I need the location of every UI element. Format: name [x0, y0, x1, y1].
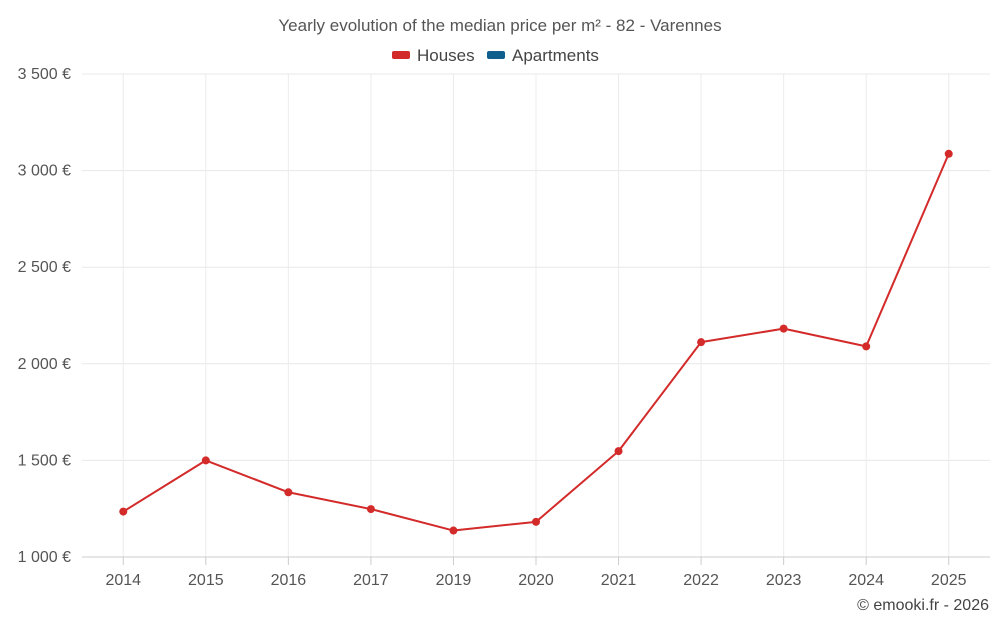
x-tick-label: 2016 [271, 572, 307, 589]
data-point-houses-2017[interactable] [366, 505, 375, 514]
x-tick-label: 2024 [848, 572, 884, 589]
x-tick-label: 2019 [436, 572, 472, 589]
credit: © emooki.fr - 2026 [857, 597, 989, 614]
data-point-houses-2019[interactable] [449, 526, 458, 535]
data-point-houses-2025[interactable] [944, 149, 953, 158]
x-tick-label: 2020 [518, 572, 554, 589]
data-point-houses-2024[interactable] [862, 342, 871, 351]
data-point-houses-2014[interactable] [119, 507, 128, 516]
x-axis: 2014 2015 2016 2017 2019 2020 2021 2022 2023 2024… [82, 556, 990, 589]
legend-label-apartments: Apartments [512, 46, 599, 65]
x-tick-label: 2021 [601, 572, 637, 589]
series-layer [119, 149, 953, 535]
data-point-houses-2015[interactable] [201, 456, 210, 465]
y-tick-label: 2 500 € [18, 259, 71, 276]
data-point-houses-2021[interactable] [614, 447, 623, 456]
x-tick-label: 2014 [105, 572, 141, 589]
legend-swatch-houses [392, 51, 410, 59]
y-tick-label: 3 500 € [18, 66, 71, 83]
data-point-houses-2022[interactable] [697, 338, 706, 347]
data-point-houses-2016[interactable] [284, 488, 293, 497]
x-tick-label: 2023 [766, 572, 802, 589]
chart-title: Yearly evolution of the median price per… [278, 16, 721, 35]
x-tick-label: 2015 [188, 572, 224, 589]
data-point-houses-2020[interactable] [532, 517, 540, 526]
y-tick-label: 1 000 € [18, 549, 71, 566]
legend-item-houses[interactable]: Houses [392, 46, 475, 65]
x-tick-label: 2025 [931, 572, 967, 589]
y-tick-label: 2 000 € [18, 356, 71, 373]
data-point-houses-2023[interactable] [779, 324, 788, 333]
legend-item-apartments[interactable]: Apartments [487, 46, 599, 65]
legend-swatch-apartments [487, 51, 505, 59]
x-tick-label: 2017 [353, 572, 389, 589]
y-tick-label: 1 500 € [18, 452, 71, 469]
gridlines [82, 73, 990, 557]
legend-label-houses: Houses [417, 46, 475, 65]
y-tick-label: 3 000 € [18, 163, 71, 180]
legend: Houses Apartments [392, 46, 599, 65]
x-tick-label: 2022 [683, 572, 719, 589]
y-axis: 1 000 € 1 500 € 2 000 € 2 500 € 3 000 € 3 500… [18, 66, 71, 566]
